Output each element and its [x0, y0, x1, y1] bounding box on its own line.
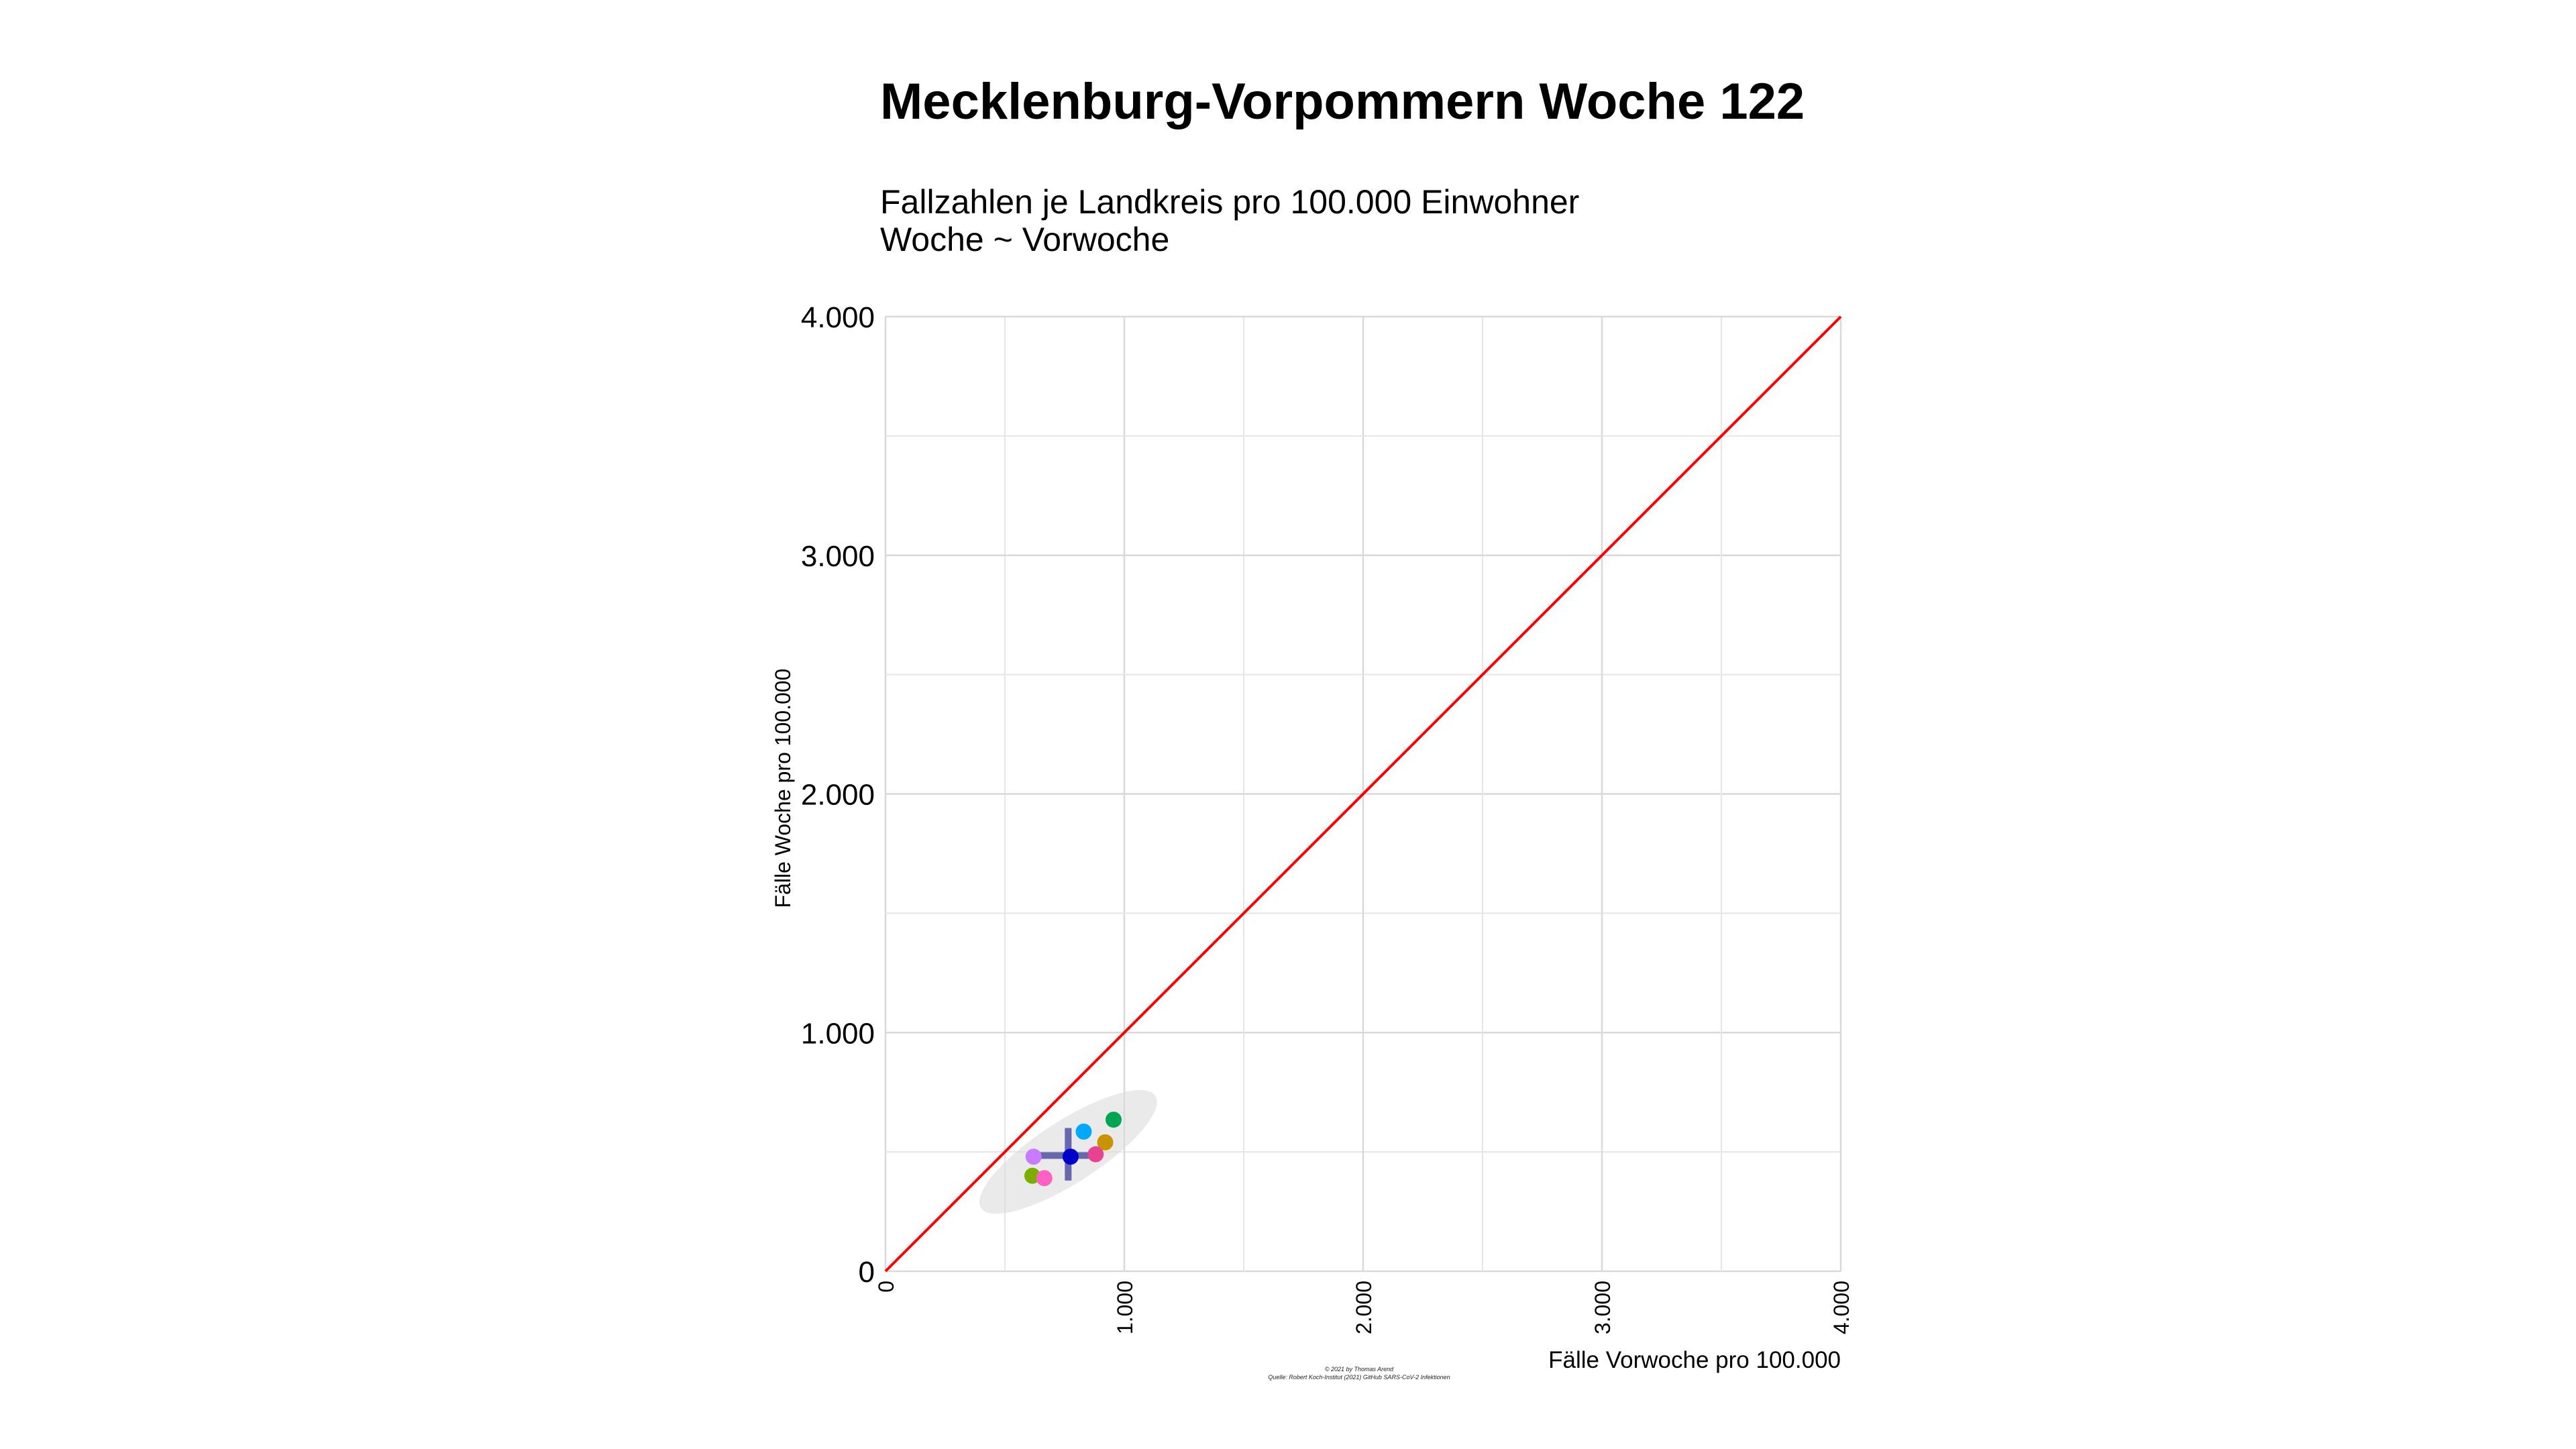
x-tick-label: 1.000 [1113, 1281, 1137, 1334]
y-tick-label: 2.000 [801, 779, 875, 812]
y-tick-label: 0 [859, 1256, 875, 1289]
data-point [1025, 1148, 1042, 1165]
data-points [1024, 1112, 1122, 1187]
axis-ticks: 0 1.000 2.000 3.000 4.000 0 1.000 2.000 3.000 4.0… [801, 301, 1854, 1334]
data-point [1062, 1148, 1079, 1165]
data-point [1097, 1134, 1114, 1150]
y-tick-label: 1.000 [801, 1017, 875, 1050]
data-point [1087, 1146, 1104, 1163]
data-point [1075, 1123, 1092, 1140]
y-tick-label: 4.000 [801, 301, 875, 334]
data-point [1105, 1112, 1122, 1128]
identity-reference-line [884, 315, 1842, 1273]
x-tick-label: 0 [874, 1281, 898, 1293]
credit-line-1: © 2021 by Thomas Arend [1324, 1366, 1394, 1373]
data-point [1024, 1167, 1040, 1184]
reference-line-layer [884, 315, 1842, 1273]
x-tick-label: 3.000 [1591, 1281, 1615, 1334]
y-axis-label: Fälle Woche pro 100.000 [771, 669, 795, 908]
data-point [1036, 1170, 1053, 1187]
chart-subtitle-line-2: Woche ~ Vorwoche [880, 221, 1170, 258]
chart-subtitle-line-1: Fallzahlen je Landkreis pro 100.000 Einw… [880, 183, 1580, 221]
x-tick-label: 2.000 [1352, 1281, 1376, 1334]
y-tick-label: 3.000 [801, 540, 875, 573]
x-axis-label: Fälle Vorwoche pro 100.000 [1548, 1347, 1841, 1373]
chart-title: Mecklenburg-Vorpommern Woche 122 [880, 73, 1805, 130]
credit-line-2: Quelle: Robert Koch-Institut (2021) GitH… [1268, 1374, 1450, 1381]
x-tick-label: 4.000 [1829, 1281, 1854, 1334]
